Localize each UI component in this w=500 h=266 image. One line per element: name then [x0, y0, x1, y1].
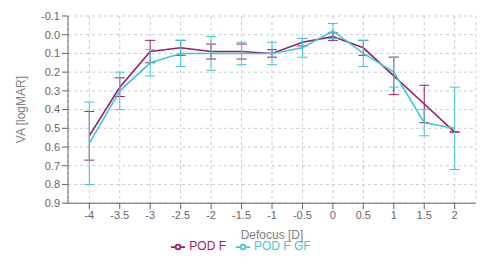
svg-text:0.4: 0.4: [45, 103, 60, 115]
svg-text:-1.5: -1.5: [232, 209, 251, 221]
svg-text:0.8: 0.8: [45, 178, 60, 190]
svg-text:1.5: 1.5: [417, 209, 432, 221]
svg-text:0.5: 0.5: [356, 209, 371, 221]
svg-text:-0.5: -0.5: [293, 209, 312, 221]
svg-text:0.7: 0.7: [45, 160, 60, 172]
svg-text:0.1: 0.1: [45, 47, 60, 59]
svg-text:0.5: 0.5: [45, 122, 60, 134]
svg-text:0: 0: [330, 209, 336, 221]
svg-text:2: 2: [452, 209, 458, 221]
svg-text:1: 1: [391, 209, 397, 221]
html-text:POD F GF: POD F GF: [254, 239, 311, 254]
svg-text:-4: -4: [84, 209, 94, 221]
svg-text:0.3: 0.3: [45, 85, 60, 97]
svg-text:-1: -1: [267, 209, 277, 221]
svg-text:Defocus [D]: Defocus [D]: [241, 228, 304, 242]
svg-text:-2.5: -2.5: [171, 209, 190, 221]
svg-text:0.0: 0.0: [45, 29, 60, 41]
svg-text:0.6: 0.6: [45, 141, 60, 153]
svg-text:-3: -3: [145, 209, 155, 221]
svg-text:-0.1: -0.1: [41, 10, 60, 22]
html-text:POD F: POD F: [189, 239, 226, 254]
svg-text:VA [logMAR]: VA [logMAR]: [14, 76, 28, 143]
svg-text:-3.5: -3.5: [110, 209, 129, 221]
svg-text:0.9: 0.9: [45, 197, 60, 209]
svg-text:0.2: 0.2: [45, 66, 60, 78]
svg-text:-2: -2: [206, 209, 216, 221]
